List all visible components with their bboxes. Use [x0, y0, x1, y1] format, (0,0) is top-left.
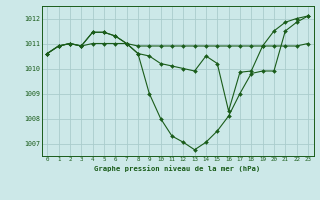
X-axis label: Graphe pression niveau de la mer (hPa): Graphe pression niveau de la mer (hPa) — [94, 165, 261, 172]
